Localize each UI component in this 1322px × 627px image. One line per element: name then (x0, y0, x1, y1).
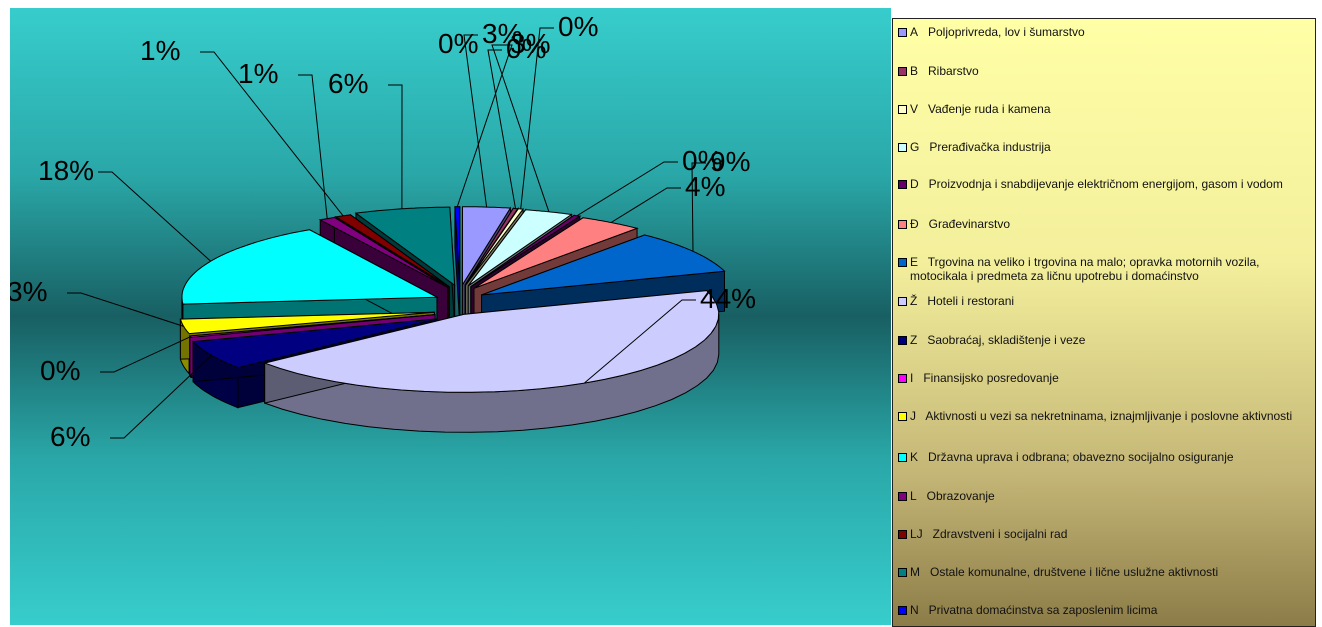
legend-item: V Vađenje ruda i kamena (898, 102, 1309, 116)
chart-plot-area: 3% 0% 0% 3% 0% 4% 9% 44% 6% 0% 3% 18% 1% 1% 6% 0% (10, 8, 891, 625)
data-label: 0% (40, 355, 80, 386)
legend-swatch (898, 143, 907, 152)
pie-chart: 3%0%0%3%0%4%9%44%6%0%3%18%1%1%6%0% (10, 11, 756, 452)
legend-label: Ž Hoteli i restorani (910, 294, 1015, 308)
legend-label: B Ribarstvo (910, 64, 979, 78)
data-label: 6% (50, 421, 90, 452)
legend-swatch (898, 568, 907, 577)
data-label: 18% (38, 155, 94, 186)
legend-swatch (898, 336, 907, 345)
data-label: 3% (510, 28, 550, 59)
legend-swatch (898, 180, 907, 189)
leader-line (491, 44, 550, 212)
pie-slice (181, 229, 439, 305)
legend-item: G Prerađivačka industrija (898, 140, 1309, 154)
legend-item: L Obrazovanje (898, 489, 1309, 503)
legend-item: A Poljoprivreda, lov i šumarstvo (898, 25, 1309, 39)
legend-swatch (898, 105, 907, 114)
leader-line (200, 51, 344, 217)
legend-item: Z Saobraćaj, skladištenje i veze (898, 333, 1309, 347)
legend-label: G Prerađivačka industrija (910, 140, 1051, 154)
legend-label: A Poljoprivreda, lov i šumarstvo (910, 25, 1085, 39)
leader-line (487, 49, 516, 209)
leader-line (610, 187, 681, 223)
chart-legend: A Poljoprivreda, lov i šumarstvo B Ribars… (892, 18, 1316, 627)
leader-line (583, 299, 696, 384)
legend-item: LJ Zdravstveni i socijalni rad (898, 527, 1309, 541)
leader-line (456, 44, 513, 207)
legend-label: D Proizvodnja i snabdijevanje električno… (910, 177, 1283, 191)
legend-swatch (898, 258, 907, 267)
legend-swatch (898, 220, 907, 229)
legend-label: E Trgovina na veliko i trgovina na malo;… (910, 255, 1260, 283)
data-label: 1% (140, 35, 180, 66)
legend-label: LJ Zdravstveni i socijalni rad (910, 527, 1068, 541)
legend-label: L Obrazovanje (910, 489, 995, 503)
leader-line (100, 336, 191, 373)
legend-item: M Ostale komunalne, društvene i lične us… (898, 565, 1309, 579)
leader-line (463, 34, 488, 208)
leader-line (388, 84, 403, 209)
leader-line (691, 162, 706, 252)
legend-item: B Ribarstvo (898, 64, 1309, 78)
legend-swatch (898, 492, 907, 501)
legend-swatch (898, 297, 907, 306)
legend-item: D Proizvodnja i snabdijevanje električno… (898, 177, 1309, 191)
data-label: 3% (482, 18, 522, 49)
legend-item: J Aktivnosti u vezi sa nekretninama, izn… (898, 409, 1309, 423)
legend-item: E Trgovina na veliko i trgovina na malo;… (898, 255, 1309, 283)
legend-item: I Finansijsko posredovanje (898, 371, 1309, 385)
data-label: 44% (700, 283, 756, 314)
data-label: 6% (328, 68, 368, 99)
legend-label: Đ Građevinarstvo (910, 217, 1011, 231)
data-label: 1% (238, 58, 278, 89)
legend-item: K Državna uprava i odbrana; obavezno soc… (898, 450, 1309, 464)
legend-label: J Aktivnosti u vezi sa nekretninama, izn… (910, 409, 1293, 423)
data-label: 0% (438, 28, 478, 59)
legend-swatch (898, 28, 907, 37)
leader-line (576, 161, 678, 217)
legend-swatch (898, 606, 907, 615)
legend-label: M Ostale komunalne, društvene i lične us… (910, 565, 1219, 579)
data-label: 0% (506, 33, 546, 64)
legend-swatch (898, 530, 907, 539)
data-label: 3% (10, 276, 47, 307)
leader-line (98, 171, 212, 262)
legend-label: Z Saobraćaj, skladištenje i veze (910, 333, 1086, 347)
leader-line (110, 354, 212, 439)
legend-item: Đ Građevinarstvo (898, 217, 1309, 231)
legend-label: K Državna uprava i odbrana; obavezno soc… (910, 450, 1234, 464)
legend-label: V Vađenje ruda i kamena (910, 102, 1051, 116)
data-label: 9% (710, 146, 750, 177)
legend-swatch (898, 67, 907, 76)
legend-swatch (898, 412, 907, 421)
legend-swatch (898, 374, 907, 383)
data-label: 0% (682, 145, 722, 176)
leader-line (67, 292, 184, 327)
legend-item: N Privatna domaćinstva sa zaposlenim lic… (898, 603, 1309, 617)
data-label: 0% (558, 11, 598, 42)
legend-label: I Finansijsko posredovanje (910, 371, 1059, 385)
legend-label: N Privatna domaćinstva sa zaposlenim lic… (910, 603, 1158, 617)
leader-line (298, 74, 328, 219)
legend-swatch (898, 453, 907, 462)
legend-item: Ž Hoteli i restorani (898, 294, 1309, 308)
